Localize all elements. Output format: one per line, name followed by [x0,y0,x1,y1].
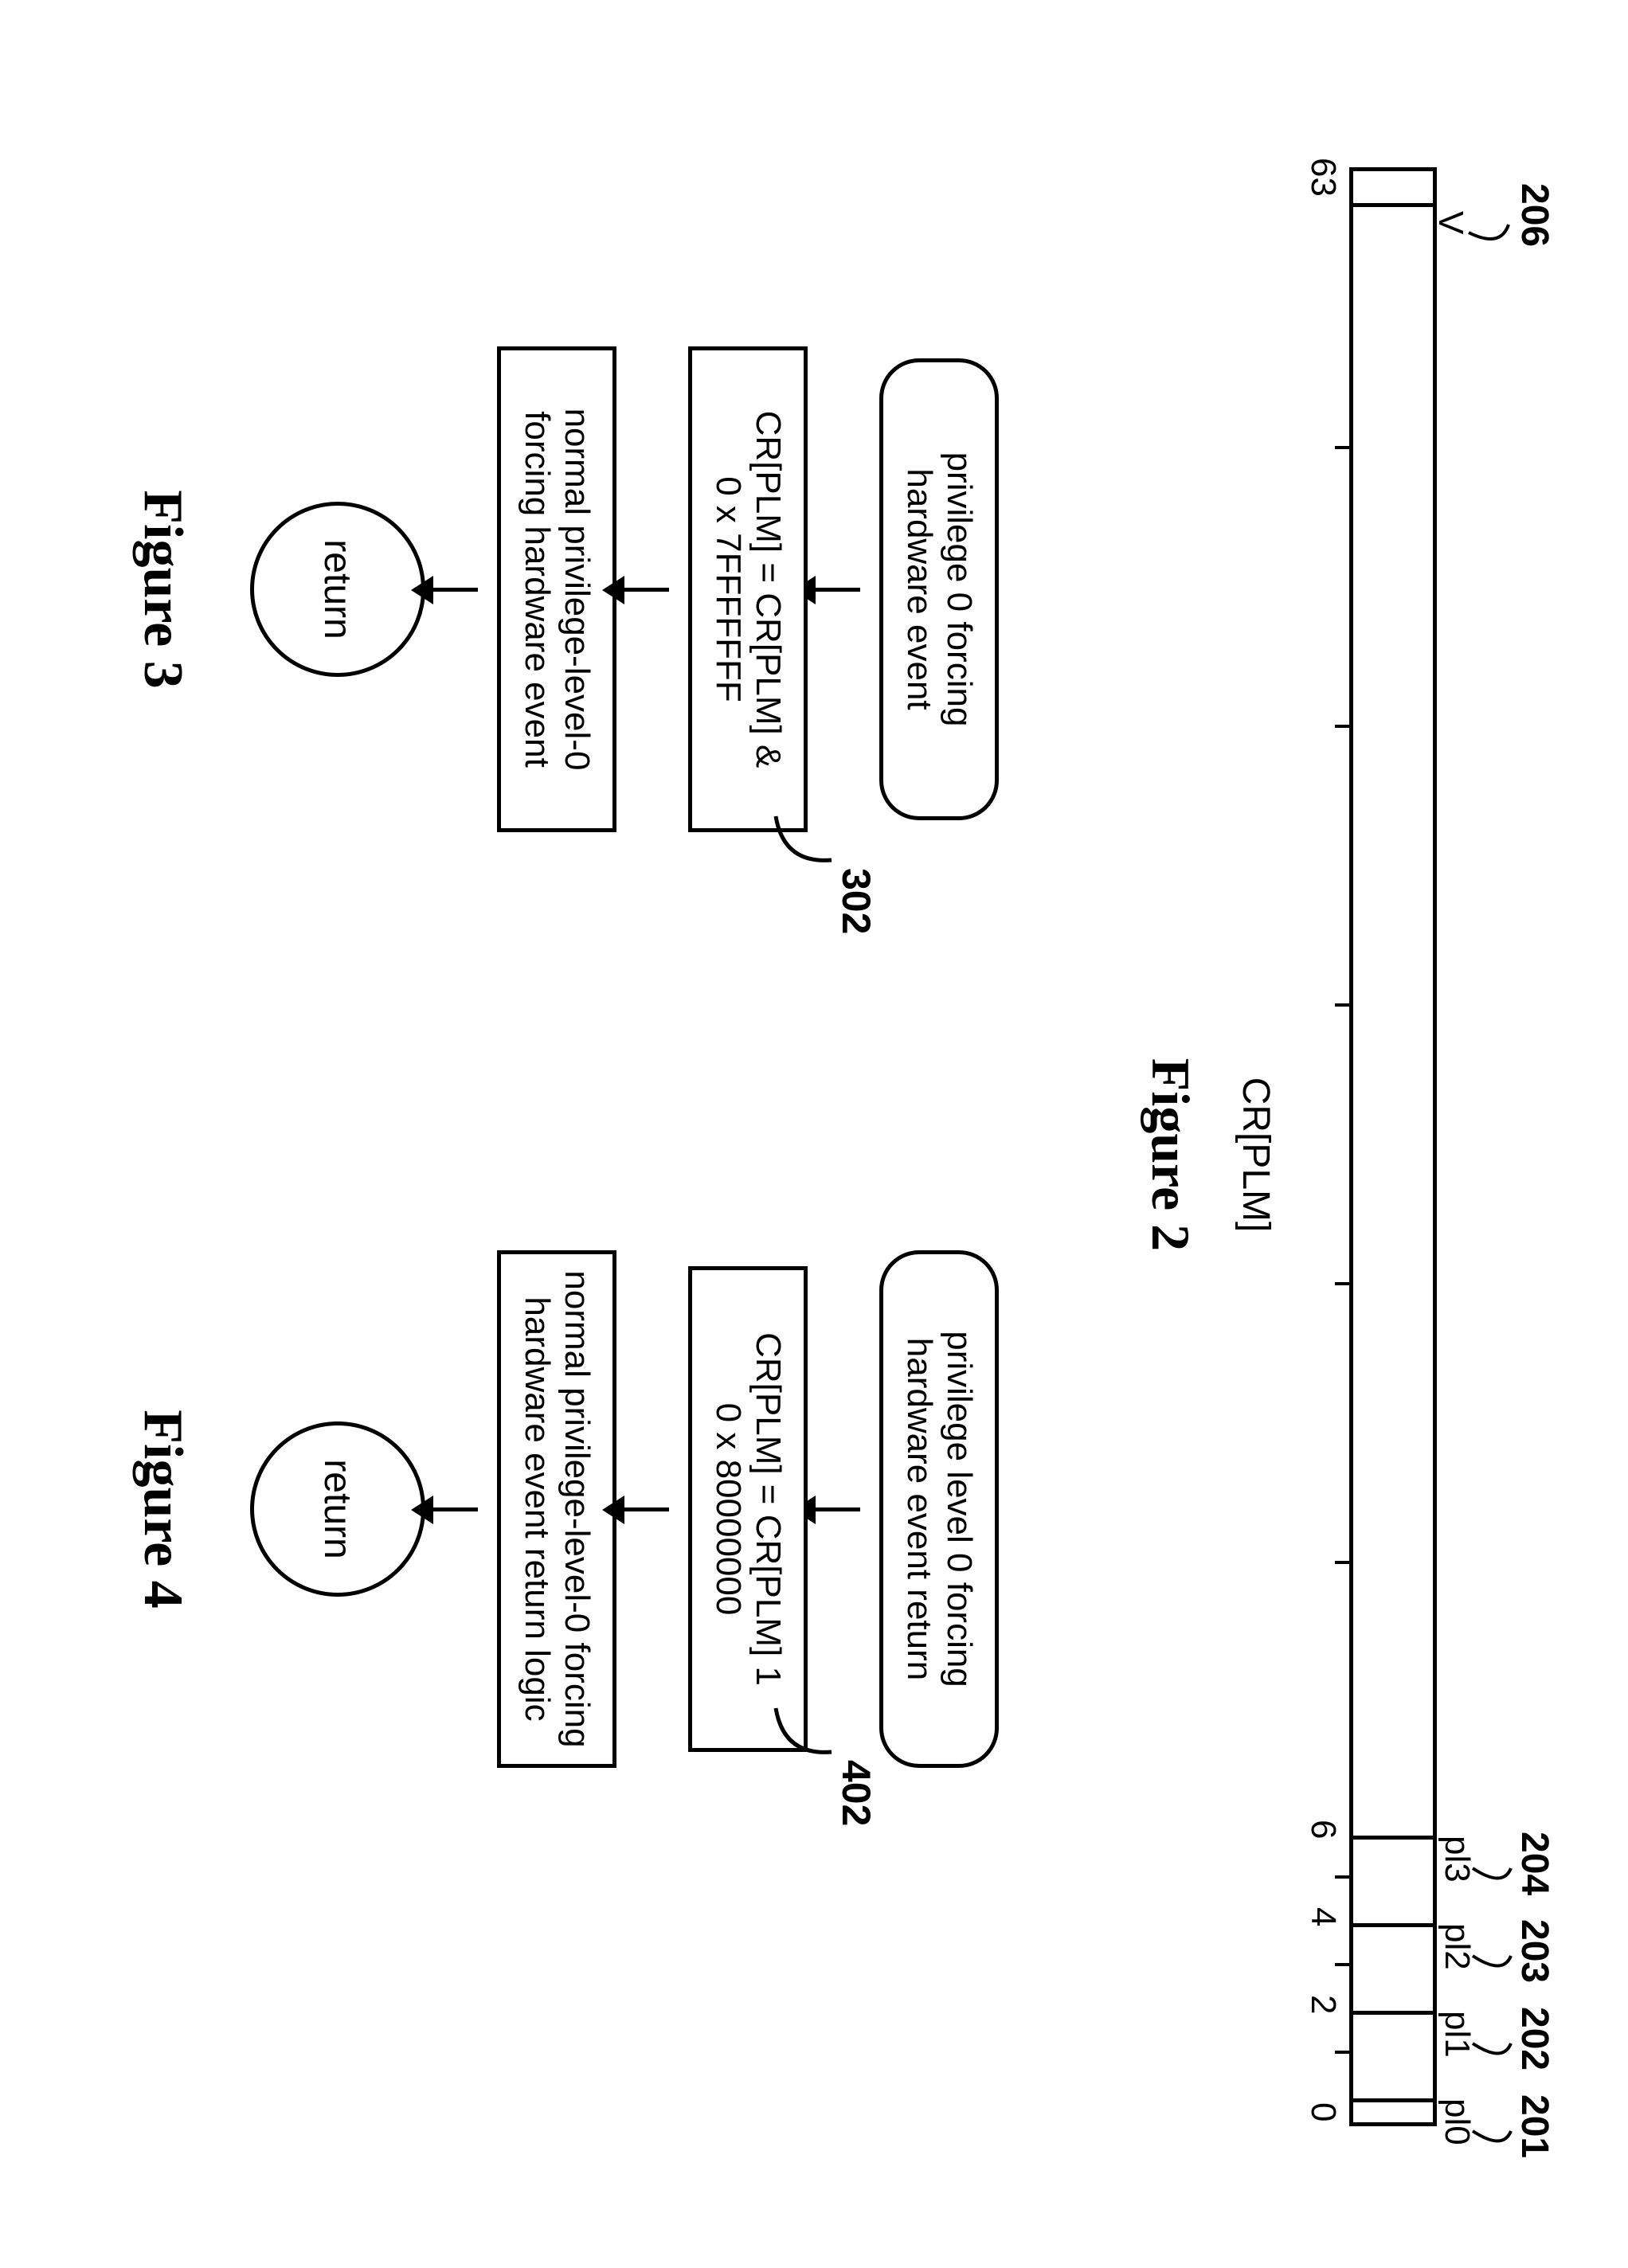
callout-curve-302 [760,816,839,928]
callout-204 [1475,1862,1515,1902]
tick [1335,1003,1349,1007]
callout-201 [1475,2125,1515,2164]
figure-4-title: Figure 4 [131,1226,194,1792]
bitnum-4: 4 [1303,1907,1343,1926]
tick [1335,1282,1349,1285]
ref-402: 402 [833,1760,879,1826]
divider-pl1-left [1349,2011,1437,2015]
callout-202 [1475,2037,1515,2077]
callout-203 [1475,1949,1515,1989]
field-pl0-label: pl0 [1437,2098,1477,2145]
figure-4: privilege level 0 forcing hardware event… [131,1226,999,1792]
figure-2: 206 V 204 203 202 201 pl3 pl2 pl1 pl0 [1139,207,1556,2102]
tick [1335,1561,1349,1564]
tick [1335,1963,1349,1966]
register-caption: CR[PLM] [1234,207,1278,2102]
ref-302: 302 [833,868,879,934]
bitnum-2: 2 [1303,1995,1343,2014]
register-top-labels: 206 V 204 203 202 201 pl3 pl2 pl1 pl0 [1445,207,1556,2102]
divider-pl0-left [1349,2098,1437,2102]
register-box [1349,167,1437,2126]
tick [1335,446,1349,449]
bitnum-6: 6 [1303,1820,1343,1839]
divider-pl2-left [1349,1923,1437,1927]
tick [1335,1875,1349,1879]
callout-curve-402 [760,1708,839,1820]
field-pl1-label: pl1 [1437,2011,1477,2058]
fc4-return: return [250,1421,425,1597]
ref-203: 203 [1513,1919,1556,1983]
divider-pl3-left [1349,1836,1437,1840]
fc3-start: privilege 0 forcing hardware event [879,358,999,820]
figure-2-title: Figure 2 [1139,207,1202,2102]
ref-202: 202 [1513,2007,1556,2071]
callout-206 [1473,217,1513,256]
fc4-next: normal privilege-level-0 forcing hardwar… [497,1250,616,1768]
tick [1335,2051,1349,2054]
fc3-next: normal privilege-level-0 forcing hardwar… [497,346,616,832]
tick [1335,725,1349,728]
fc3-return: return [250,502,425,677]
figure-3: privilege 0 forcing hardware event CR[PL… [131,334,999,844]
ref-201: 201 [1513,2094,1556,2158]
fc3-op: CR[PLM] = CR[PLM] & 0 x 7FFFFFFF [688,346,808,832]
field-pl2-label: pl2 [1437,1923,1477,1970]
bitnum-63: 63 [1303,158,1343,197]
fc4-start: privilege level 0 forcing hardware event… [879,1250,999,1768]
ref-206: 206 [1513,183,1556,247]
divider-v [1349,203,1437,207]
bitnum-0: 0 [1303,2102,1343,2121]
field-pl3-label: pl3 [1437,1836,1477,1883]
figure-3-title: Figure 3 [131,334,194,844]
ref-204: 204 [1513,1832,1556,1895]
fc4-op: CR[PLM] = CR[PLM] 1 0 x 80000000 [688,1266,808,1752]
register-bottom: 63 6 4 2 0 [1301,167,1349,2126]
